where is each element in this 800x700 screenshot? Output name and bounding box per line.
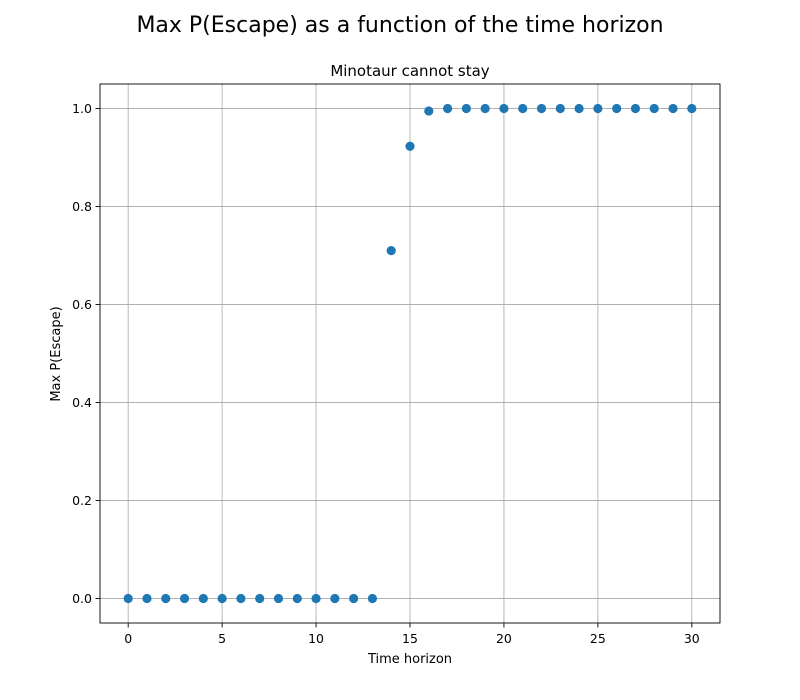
data-point	[612, 103, 622, 114]
y-tick-label: 0.6	[72, 297, 92, 312]
data-point	[518, 103, 528, 114]
y-tick-label: 1.0	[72, 101, 92, 116]
data-point	[668, 103, 678, 114]
grid	[100, 84, 720, 623]
data-point	[630, 103, 641, 114]
data-point	[574, 103, 584, 114]
axis-tick-labels: 0 5 10 15 20 25 30 0.0 0.2 0.4 0.6 0.8 1.0	[72, 101, 700, 646]
y-tick-label: 0.4	[72, 395, 92, 410]
data-point	[123, 593, 133, 604]
data-point	[349, 593, 359, 604]
data-point	[330, 593, 340, 604]
y-tick-label: 0.8	[72, 199, 92, 214]
data-point	[273, 593, 284, 604]
data-point	[405, 141, 415, 151]
x-tick-label: 0	[124, 631, 132, 646]
plot-frame	[99, 83, 721, 624]
x-tick-label: 15	[402, 631, 418, 646]
figure-title: Max P(Escape) as a function of the time …	[136, 13, 663, 38]
data-point	[161, 593, 171, 604]
x-tick-label: 20	[496, 631, 512, 646]
x-tick-label: 30	[684, 631, 700, 646]
data-point	[424, 106, 434, 116]
data-point	[386, 246, 396, 256]
data-point	[292, 593, 302, 604]
data-point	[142, 593, 152, 604]
x-tick-label: 25	[590, 631, 606, 646]
data-point	[480, 103, 490, 114]
data-point	[311, 593, 321, 604]
x-tick-label: 10	[308, 631, 324, 646]
x-axis-label: Time horizon	[367, 652, 452, 667]
data-point	[461, 103, 471, 114]
data-point	[593, 103, 603, 114]
data-point	[687, 103, 697, 114]
chart-title: Minotaur cannot stay	[330, 62, 489, 80]
data-point	[179, 593, 190, 604]
data-point	[198, 593, 208, 604]
data-point	[649, 103, 659, 114]
data-point	[555, 103, 565, 114]
y-tick-label: 0.0	[72, 591, 92, 606]
y-tick-label: 0.2	[72, 493, 92, 508]
data-point	[217, 593, 227, 604]
data-points	[123, 103, 697, 604]
data-point	[536, 103, 547, 114]
data-point	[255, 593, 265, 604]
data-point	[367, 593, 378, 604]
x-tick-label: 5	[218, 631, 226, 646]
data-point	[442, 103, 453, 114]
data-point	[499, 103, 509, 114]
y-axis-label: Max P(Escape)	[49, 306, 64, 401]
axis-ticks	[95, 108, 693, 628]
data-point	[236, 593, 246, 604]
